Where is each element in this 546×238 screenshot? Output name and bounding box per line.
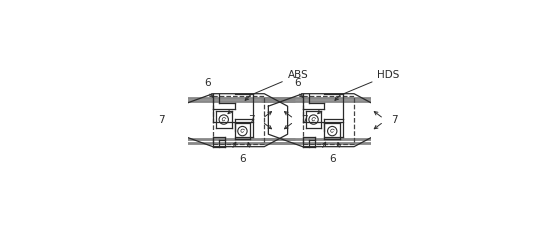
Text: 6: 6 (204, 78, 211, 88)
Text: 6: 6 (239, 154, 246, 164)
Text: ABS: ABS (253, 70, 308, 94)
Text: 7: 7 (248, 115, 254, 125)
Text: 7: 7 (301, 115, 308, 125)
Text: 7: 7 (391, 115, 398, 125)
Text: 6: 6 (329, 154, 336, 164)
Text: 7: 7 (158, 115, 165, 125)
Text: 6: 6 (294, 78, 301, 88)
Text: HDS: HDS (342, 70, 400, 94)
